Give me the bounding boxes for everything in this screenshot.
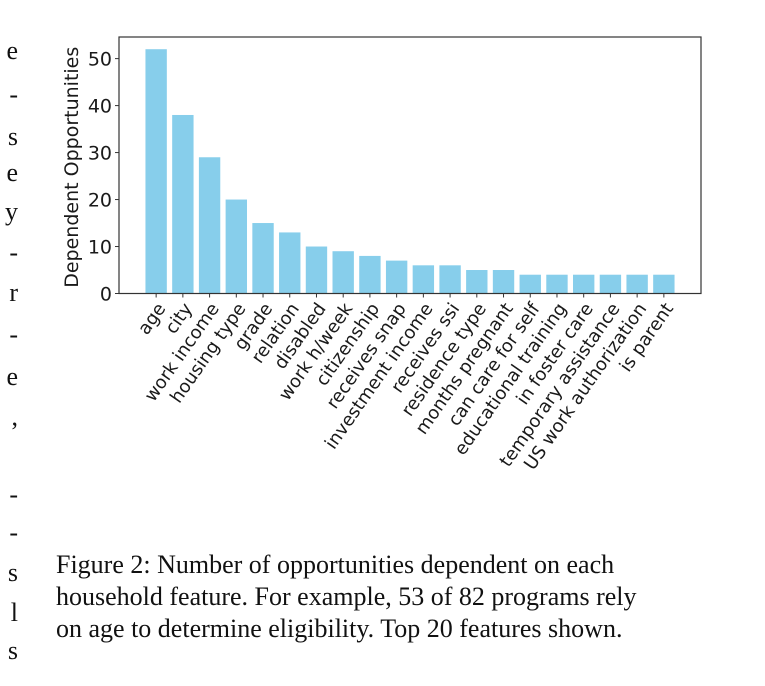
y-tick-label: 20: [88, 190, 112, 212]
bar-in-foster-care: [573, 274, 595, 294]
text-fragment: s: [7, 558, 18, 587]
bar-investment-income: [412, 265, 435, 294]
bar-receives-snap: [385, 260, 408, 294]
bar-city: [172, 114, 194, 294]
bar-citizenship: [359, 255, 381, 294]
y-tick-label: 40: [88, 96, 112, 118]
text-fragment: e: [6, 362, 18, 391]
text-fragment: s: [7, 636, 18, 665]
y-tick-label: 50: [88, 49, 112, 71]
text-fragment: s: [7, 122, 18, 151]
bar-months-pregnant: [492, 270, 515, 294]
bar-temporary-assistance: [599, 274, 622, 294]
text-fragment: l: [10, 598, 18, 627]
text-fragment: -: [9, 480, 18, 509]
text-fragment: -: [9, 80, 18, 109]
bar-residence-type: [466, 270, 488, 294]
bar-can-care-for-self: [519, 274, 541, 294]
plot-frame: [118, 36, 702, 295]
y-tick-label: 10: [88, 237, 112, 259]
bar-work-income: [198, 157, 221, 294]
text-fragment: y: [5, 197, 18, 226]
text-fragment: r: [9, 278, 18, 307]
bar-relation: [279, 232, 301, 294]
bar-is-parent: [653, 274, 675, 294]
y-axis: 0 10 20 30 40 50: [88, 49, 119, 306]
y-axis-title: Dependent Opportunities: [61, 47, 83, 288]
y-tick-label: 30: [88, 143, 112, 165]
bars-group: [145, 49, 675, 294]
text-fragment: -: [9, 320, 18, 349]
caption-line: Figure 2: Number of opportunities depend…: [56, 550, 615, 579]
bar-housing-type: [225, 199, 247, 294]
text-fragment: -: [9, 518, 18, 547]
bar-receives-ssi: [439, 265, 461, 294]
y-tick-label: 0: [100, 284, 112, 306]
figure-caption: Figure 2: Number of opportunities depend…: [56, 549, 736, 645]
text-fragment: e: [6, 36, 18, 65]
bar-grade: [252, 223, 274, 294]
text-fragment: e: [6, 158, 18, 187]
bar-disabled: [305, 246, 328, 294]
bar-work-h-week: [332, 251, 354, 294]
bar-educational-training: [546, 274, 568, 294]
caption-line: on age to determine eligibility. Top 20 …: [56, 614, 623, 643]
text-fragment: ,: [11, 402, 19, 431]
bar-us-work-authorization: [626, 274, 648, 294]
text-fragment: -: [9, 238, 18, 267]
caption-line: household feature. For example, 53 of 82…: [56, 582, 637, 611]
bar-age: [145, 49, 167, 294]
